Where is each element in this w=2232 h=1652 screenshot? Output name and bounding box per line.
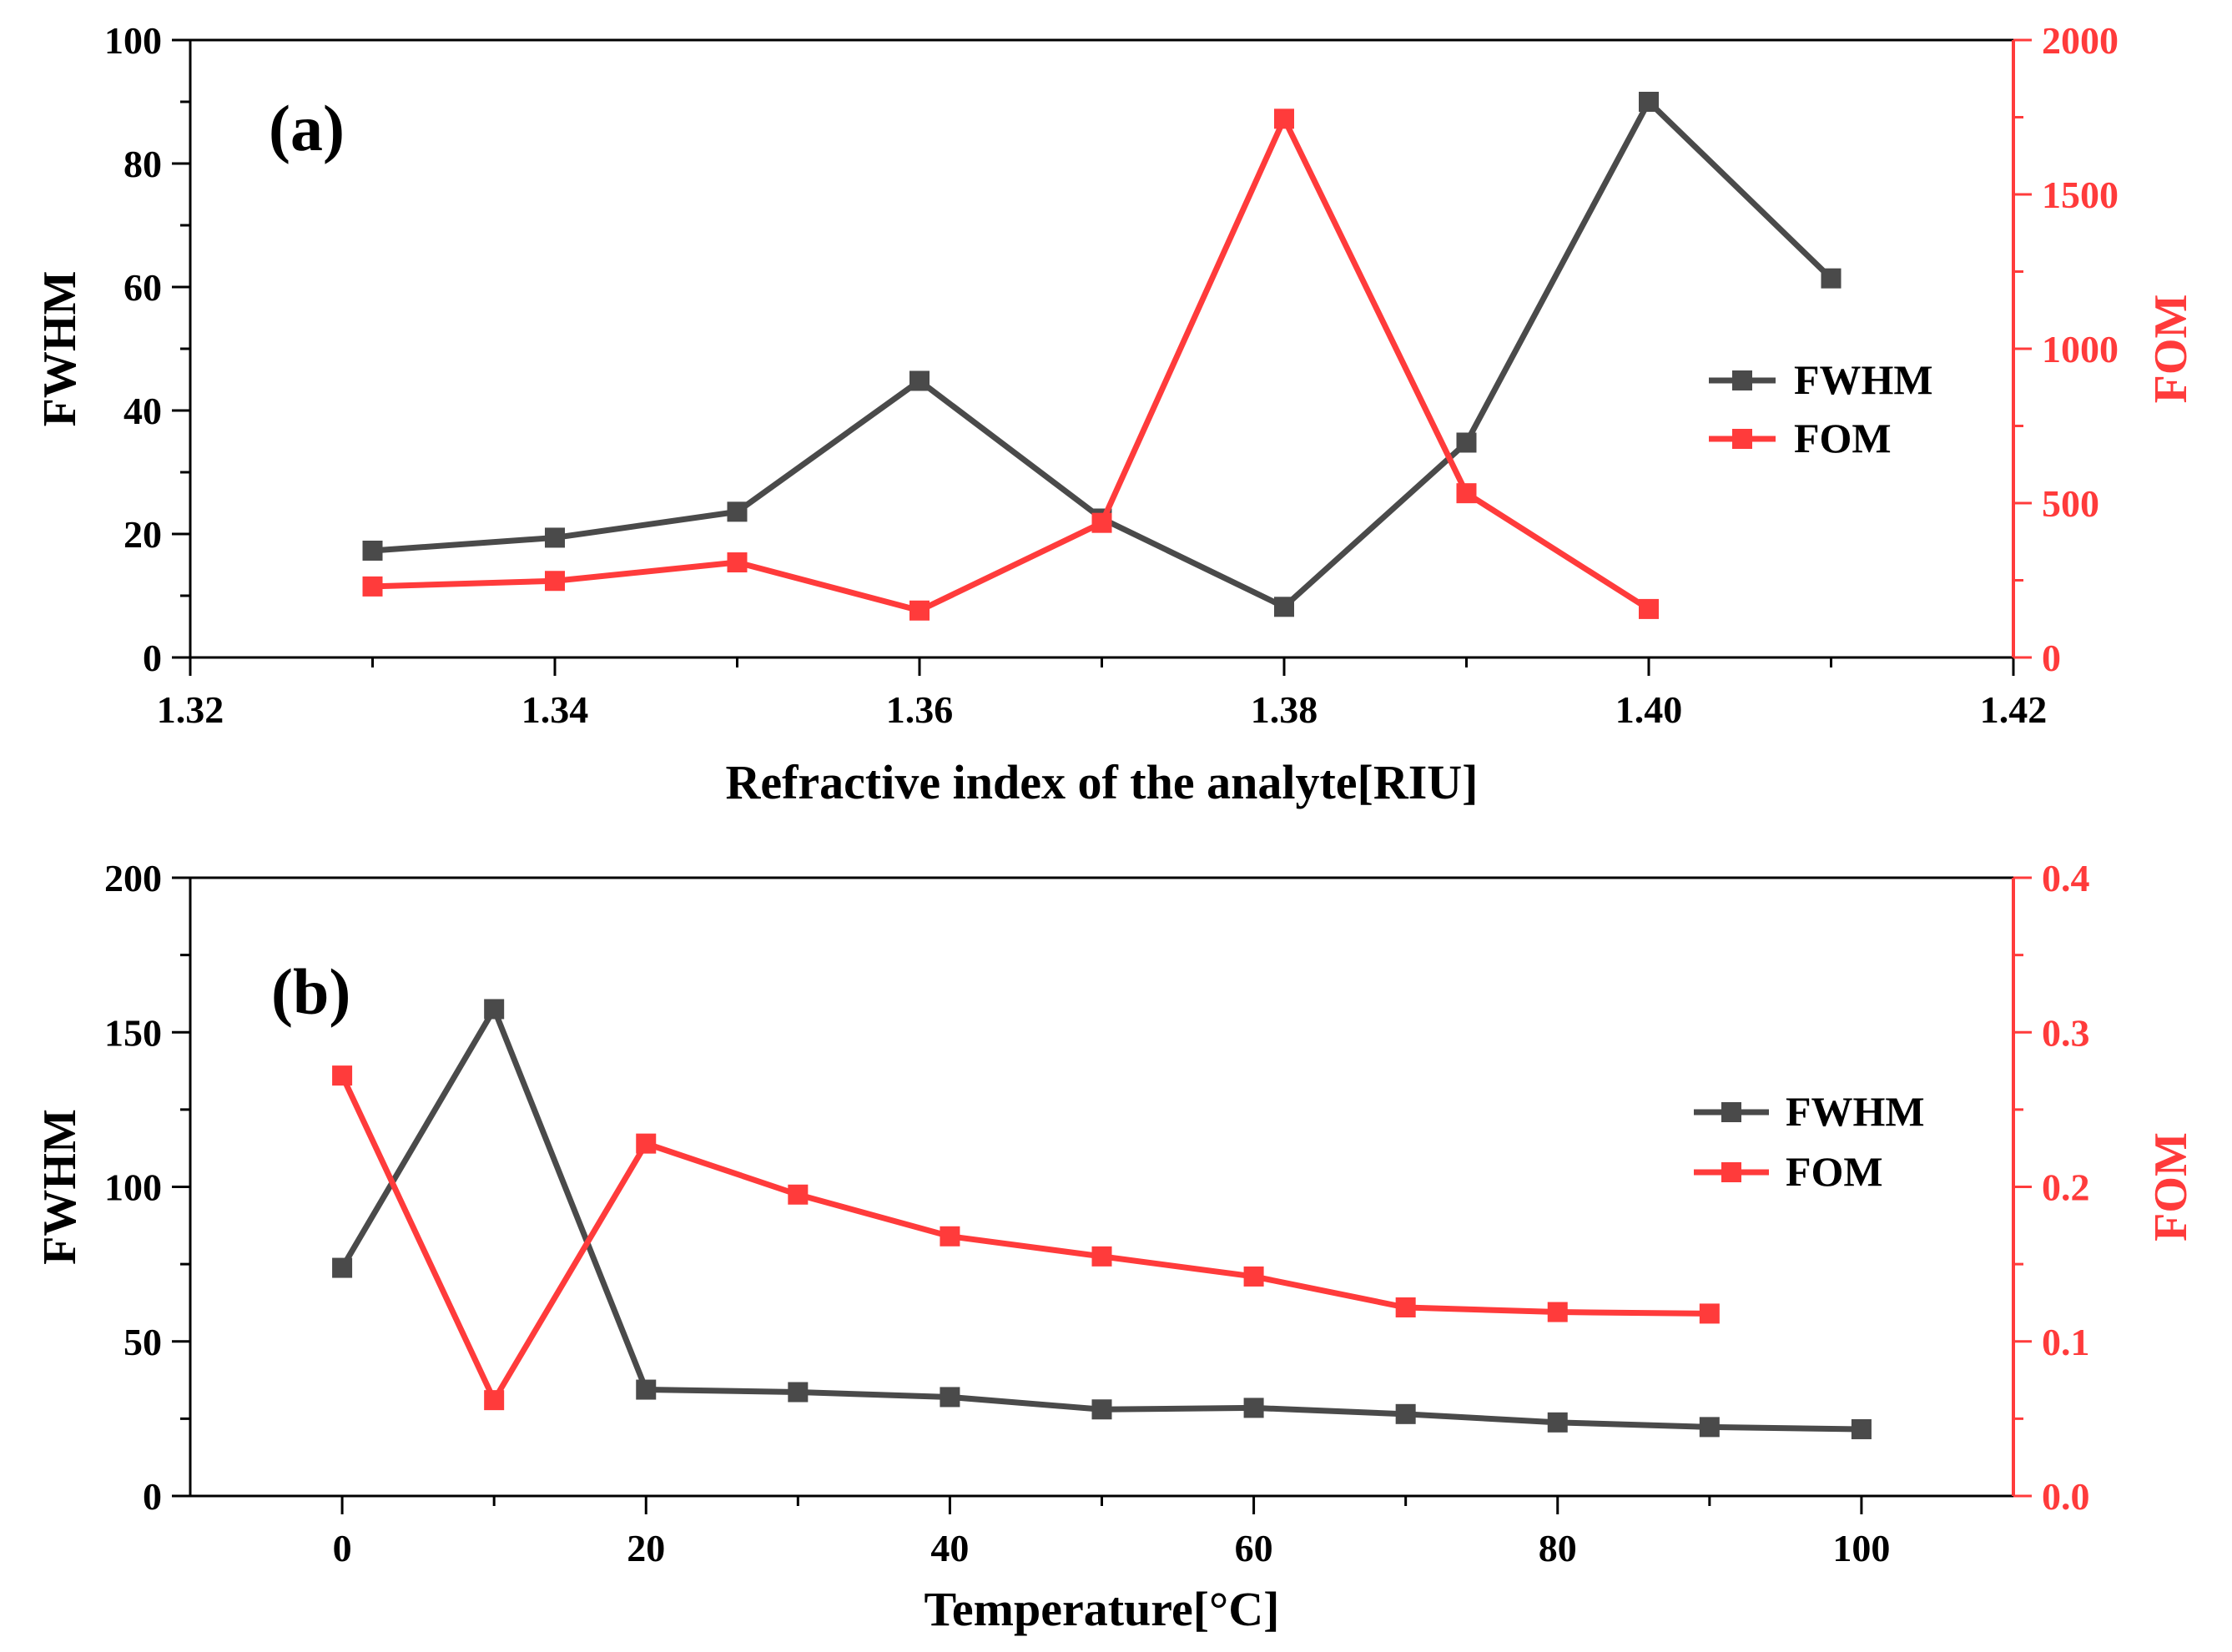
y-right-tick-label: 0.3 bbox=[2042, 1011, 2090, 1054]
data-point-fwhm bbox=[362, 540, 383, 561]
y-tick-label: 60 bbox=[123, 266, 162, 309]
data-point-fom bbox=[940, 1226, 960, 1247]
legend-marker-fwhm bbox=[1721, 1102, 1741, 1122]
y-tick-label: 20 bbox=[123, 513, 162, 556]
legend-label-fom: FOM bbox=[1786, 1148, 1883, 1195]
y-tick-label: 40 bbox=[123, 390, 162, 432]
x-tick-label: 60 bbox=[1235, 1527, 1273, 1569]
data-point-fwhm bbox=[727, 501, 748, 522]
y-tick-label: 0 bbox=[143, 1475, 162, 1518]
data-point-fom bbox=[1243, 1266, 1264, 1287]
data-point-fwhm bbox=[1639, 92, 1659, 112]
data-point-fwhm bbox=[332, 1257, 353, 1278]
y-right-tick-label: 500 bbox=[2042, 482, 2099, 525]
data-point-fwhm bbox=[1091, 1399, 1112, 1420]
y-right-axis-title: FOM bbox=[2145, 295, 2197, 404]
data-point-fwhm bbox=[788, 1382, 809, 1403]
data-point-fwhm bbox=[1547, 1412, 1568, 1433]
series-fwhm bbox=[362, 92, 1842, 617]
data-point-fom bbox=[788, 1184, 809, 1205]
legend-marker-fom bbox=[1732, 429, 1752, 449]
data-point-fom bbox=[1274, 108, 1294, 129]
data-point-fwhm bbox=[909, 370, 930, 391]
data-point-fom bbox=[362, 576, 383, 597]
data-point-fom bbox=[1091, 512, 1112, 533]
x-tick-label: 1.32 bbox=[157, 688, 224, 731]
panel-label: (b) bbox=[271, 955, 350, 1028]
x-axis-title: Temperature[°C] bbox=[925, 1582, 1280, 1636]
y-right-tick-label: 0.0 bbox=[2042, 1475, 2090, 1518]
panel-label: (a) bbox=[269, 92, 345, 164]
legend: FWHM FOM bbox=[1694, 1088, 1925, 1195]
legend-marker-fom bbox=[1721, 1162, 1741, 1182]
data-point-fwhm bbox=[1699, 1417, 1720, 1438]
y-axis-title: FWHM bbox=[34, 1109, 86, 1265]
data-point-fom bbox=[909, 600, 930, 621]
data-point-fwhm bbox=[1821, 268, 1842, 289]
x-tick-label: 1.42 bbox=[1980, 688, 2048, 731]
series-fom bbox=[332, 1065, 1720, 1411]
series-fwhm bbox=[332, 999, 1872, 1439]
legend-label-fom: FOM bbox=[1794, 415, 1892, 461]
y-right-tick-label: 0.2 bbox=[2042, 1166, 2090, 1209]
data-point-fom bbox=[332, 1065, 353, 1086]
data-point-fwhm bbox=[1456, 432, 1477, 453]
y-right-tick-label: 0 bbox=[2042, 637, 2061, 679]
y-tick-label: 200 bbox=[104, 857, 162, 899]
series-line-fwhm bbox=[340, 1005, 1862, 1433]
legend-label-fwhm: FWHM bbox=[1794, 356, 1933, 403]
data-point-fwhm bbox=[940, 1387, 960, 1408]
data-point-fwhm bbox=[1243, 1398, 1264, 1418]
x-tick-label: 0 bbox=[333, 1527, 352, 1569]
data-point-fom bbox=[1091, 1246, 1112, 1267]
series-line-fom bbox=[339, 1074, 1710, 1403]
data-point-fom bbox=[727, 552, 748, 573]
x-tick-label: 40 bbox=[930, 1527, 969, 1569]
data-point-fom bbox=[1547, 1302, 1568, 1322]
y-tick-label: 80 bbox=[123, 143, 162, 185]
data-point-fwhm bbox=[1851, 1418, 1872, 1439]
data-point-fom bbox=[545, 571, 565, 592]
y-right-axis-title: FOM bbox=[2145, 1132, 2197, 1242]
data-point-fom bbox=[484, 1390, 505, 1411]
y-tick-label: 150 bbox=[104, 1011, 162, 1054]
x-tick-label: 80 bbox=[1539, 1527, 1577, 1569]
x-tick-label: 1.38 bbox=[1251, 688, 1318, 731]
data-point-fwhm bbox=[1274, 597, 1294, 617]
legend-label-fwhm: FWHM bbox=[1786, 1088, 1925, 1135]
data-point-fom bbox=[1699, 1303, 1720, 1324]
data-point-fwhm bbox=[1395, 1403, 1416, 1424]
series-fom bbox=[362, 108, 1659, 621]
data-point-fom bbox=[1639, 598, 1659, 619]
y-right-tick-label: 0.4 bbox=[2042, 857, 2090, 899]
y-right-tick-label: 0.1 bbox=[2042, 1321, 2090, 1363]
data-point-fom bbox=[1395, 1297, 1416, 1317]
y-tick-label: 100 bbox=[104, 1166, 162, 1209]
y-tick-label: 0 bbox=[143, 637, 162, 679]
data-point-fom bbox=[636, 1133, 657, 1154]
y-right-tick-label: 1000 bbox=[2042, 328, 2119, 370]
y-axis-title: FWHM bbox=[34, 271, 86, 427]
data-point-fom bbox=[1456, 483, 1477, 504]
x-tick-label: 1.34 bbox=[521, 688, 589, 731]
y-tick-label: 50 bbox=[123, 1321, 162, 1363]
panel-b: 0 20 40 60 80 100 0 50 100 150 200 0.0 0.1 0.2 0.3 0.4 T… bbox=[34, 857, 2197, 1636]
x-axis-title: Refractive index of the analyte[RIU] bbox=[725, 755, 1478, 809]
legend-marker-fwhm bbox=[1732, 370, 1752, 390]
data-point-fwhm bbox=[545, 527, 565, 548]
series-line-fom bbox=[372, 115, 1650, 614]
x-tick-label: 20 bbox=[627, 1527, 665, 1569]
data-point-fwhm bbox=[484, 999, 505, 1020]
x-tick-label: 1.36 bbox=[886, 688, 954, 731]
legend: FWHM FOM bbox=[1709, 356, 1933, 461]
y-right-tick-label: 2000 bbox=[2042, 19, 2119, 62]
y-right-tick-label: 1500 bbox=[2042, 174, 2119, 216]
x-tick-label: 100 bbox=[1832, 1527, 1890, 1569]
y-tick-label: 100 bbox=[104, 19, 162, 62]
panel-a: 1.32 1.34 1.36 1.38 1.40 1.420204060801000500… bbox=[34, 19, 2197, 809]
x-tick-label: 1.40 bbox=[1615, 688, 1683, 731]
data-point-fwhm bbox=[636, 1379, 657, 1400]
